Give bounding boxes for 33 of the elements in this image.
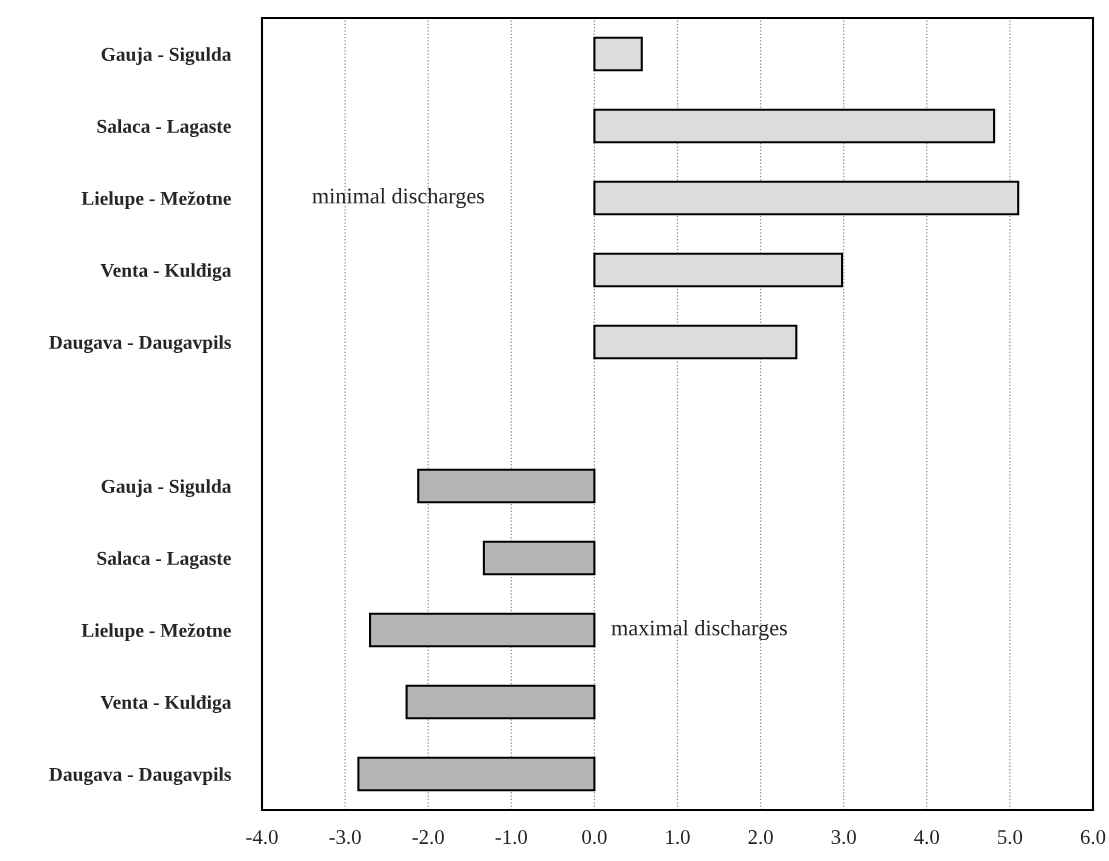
y-tick-label: Salaca - Lagaste [97,551,231,570]
x-tick-label: -3.0 [329,830,361,845]
x-tick-label: 1.0 [666,830,690,845]
x-tick-label: 3.0 [831,830,856,845]
bar [482,540,596,576]
bar [593,180,1020,216]
bar [593,36,643,72]
y-tick-label: Gauja - Sigulda [101,479,232,498]
x-tick-label: -1.0 [495,830,527,845]
bar [593,324,798,360]
annotation: maximal discharges [611,619,787,641]
y-tick-label: Venta - Kulđiga [100,263,232,282]
y-tick-label: Lielupe - Mežotne [81,191,231,209]
y-tick-label: Gauja - Sigulda [101,47,232,66]
y-tick-label: Salaca - Lagaste [97,119,231,138]
bar [593,252,844,288]
y-tick-label: Daugava - Daugavpils [49,335,231,354]
bar [368,612,596,648]
y-tick-label: Venta - Kulđiga [100,695,232,714]
annotation: minimal discharges [312,187,485,209]
x-tick-label: 5.0 [998,830,1023,845]
bar [417,468,596,504]
x-tick-label: 6.0 [1080,830,1106,845]
x-tick-label: -4.0 [246,830,278,845]
x-tick-label: 0.0 [582,830,607,845]
x-tick-label: 2.0 [748,830,773,845]
bar [405,684,596,720]
x-tick-label: -2.0 [412,830,444,845]
y-tick-label: Lielupe - Mežotne [81,623,231,641]
y-tick-label: Daugava - Daugavpils [49,767,231,786]
bar [593,108,996,144]
x-tick-label: 4.0 [914,830,940,845]
bar [357,756,596,792]
